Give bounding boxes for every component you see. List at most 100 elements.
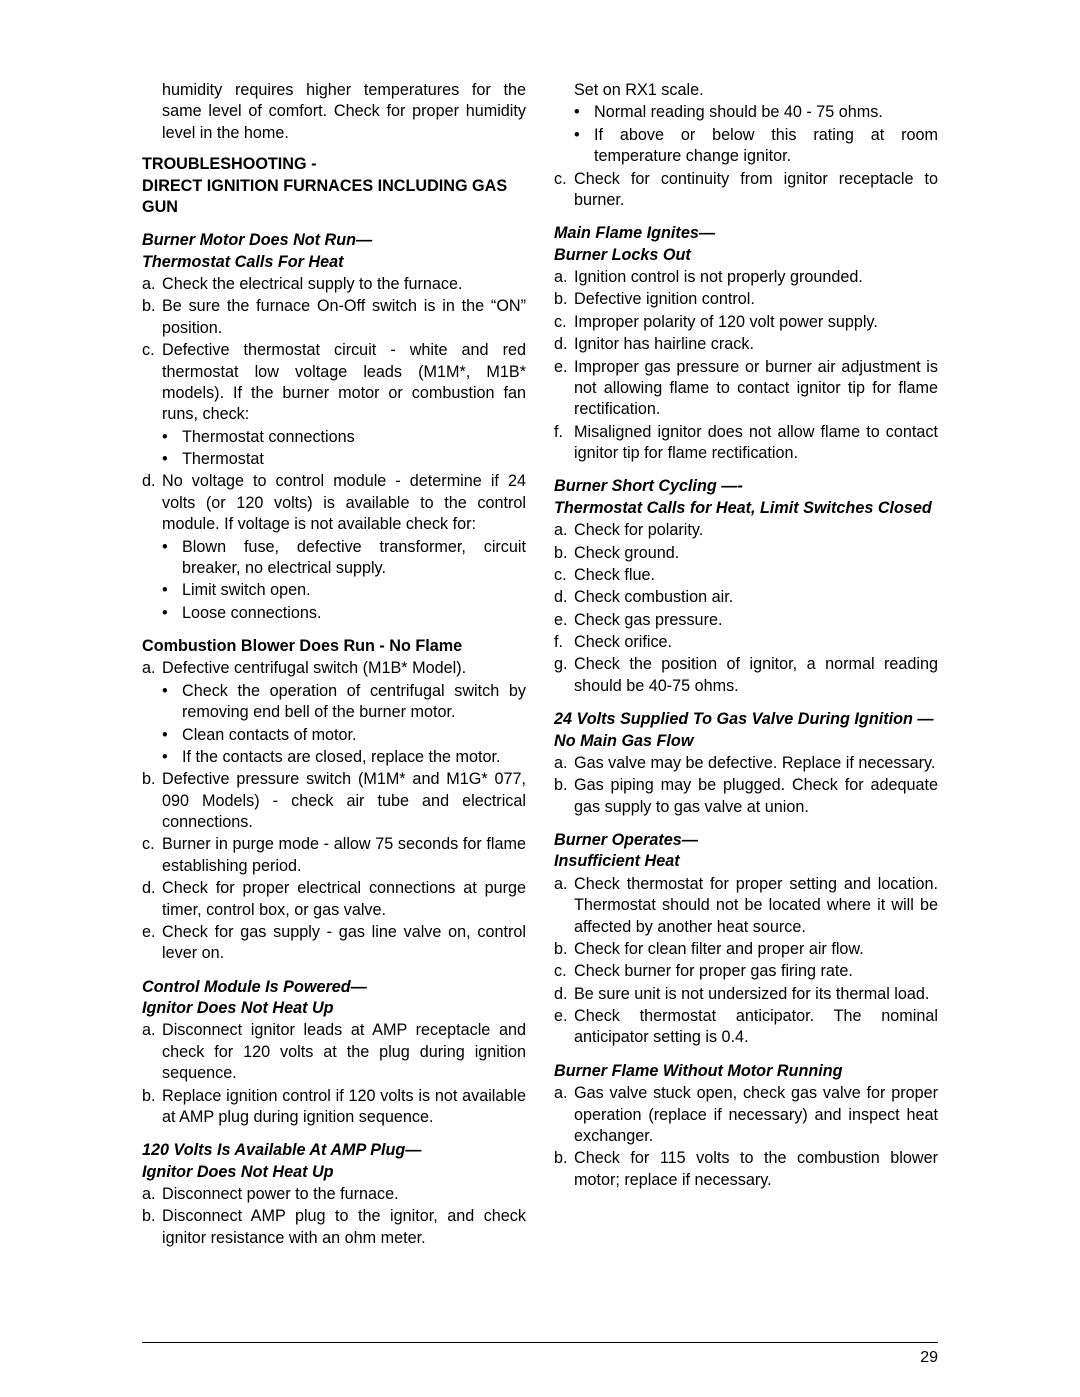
sec-line1: TROUBLESHOOTING -	[142, 155, 316, 173]
bullet-body: If the contacts are closed, replace the …	[182, 747, 526, 768]
letter-d: d.	[554, 334, 574, 355]
sub4-t1: 120 Volts Is Available At AMP Plug—	[142, 1141, 421, 1159]
sub5-t2: Burner Locks Out	[554, 246, 691, 264]
item-body: Check for proper electrical connections …	[162, 878, 526, 921]
list-item: e.Check thermostat anticipator. The nomi…	[554, 1006, 938, 1049]
item-body: Disconnect ignitor leads at AMP receptac…	[162, 1020, 526, 1084]
list-item: e.Improper gas pressure or burner air ad…	[554, 357, 938, 421]
list-item: b.Disconnect AMP plug to the ignitor, an…	[142, 1206, 526, 1249]
letter-e: e.	[142, 922, 162, 965]
sub7-title: 24 Volts Supplied To Gas Valve During Ig…	[554, 709, 938, 752]
bullet-body: Blown fuse, defective transformer, circu…	[182, 537, 526, 580]
sub8-title: Burner Operates— Insufficient Heat	[554, 830, 938, 873]
letter-a: a.	[142, 274, 162, 295]
item-body: Improper gas pressure or burner air adju…	[574, 357, 938, 421]
item-body: Disconnect power to the furnace.	[162, 1184, 526, 1205]
letter-a: a.	[554, 874, 574, 938]
letter-d: d.	[554, 587, 574, 608]
list-item: a.Check the electrical supply to the fur…	[142, 274, 526, 295]
sub7-t1: 24 Volts Supplied To Gas Valve During Ig…	[554, 710, 934, 728]
list-item: b.Replace ignition control if 120 volts …	[142, 1086, 526, 1129]
item-body: Defective pressure switch (M1M* and M1G*…	[162, 769, 526, 833]
list-item: a.Check for polarity.	[554, 520, 938, 541]
list-item: b.Check ground.	[554, 543, 938, 564]
letter-c: c.	[142, 340, 162, 426]
page: humidity requires higher temperatures fo…	[0, 0, 1080, 1300]
right-column: Set on RX1 scale. •Normal reading should…	[554, 80, 938, 1250]
section-title: TROUBLESHOOTING - DIRECT IGNITION FURNAC…	[142, 154, 526, 218]
list-item: b.Check for 115 volts to the combustion …	[554, 1148, 938, 1191]
bullet-body: If above or below this rating at room te…	[594, 125, 938, 168]
bullet-icon: •	[162, 580, 182, 601]
bullet-item: •Limit switch open.	[142, 580, 526, 601]
letter-b: b.	[142, 1206, 162, 1249]
letter-c: c.	[554, 565, 574, 586]
list-item: e.Check for gas supply - gas line valve …	[142, 922, 526, 965]
item-body: Gas valve may be defective. Replace if n…	[574, 753, 938, 774]
item-body: No voltage to control module - determine…	[162, 471, 526, 535]
letter-c: c.	[554, 169, 574, 212]
item-body: Check the electrical supply to the furna…	[162, 274, 526, 295]
sub6-t2: Thermostat Calls for Heat, Limit Switche…	[554, 499, 932, 517]
letter-d: d.	[142, 471, 162, 535]
item-body: Check burner for proper gas firing rate.	[574, 961, 938, 982]
list-item: c.Burner in purge mode - allow 75 second…	[142, 834, 526, 877]
left-column: humidity requires higher temperatures fo…	[142, 80, 526, 1250]
item-body: Gas valve stuck open, check gas valve fo…	[574, 1083, 938, 1147]
letter-b: b.	[142, 1086, 162, 1129]
item-body: Disconnect AMP plug to the ignitor, and …	[162, 1206, 526, 1249]
item-body: Check orifice.	[574, 632, 938, 653]
sub5-t1: Main Flame Ignites—	[554, 224, 715, 242]
bullet-icon: •	[162, 603, 182, 624]
bullet-icon: •	[162, 681, 182, 724]
list-item: a.Check thermostat for proper setting an…	[554, 874, 938, 938]
bullet-body: Thermostat connections	[182, 427, 526, 448]
list-item: c.Improper polarity of 120 volt power su…	[554, 312, 938, 333]
sub8-t2: Insufficient Heat	[554, 852, 680, 870]
sec-line2: DIRECT IGNITION FURNACES INCLUDING GAS G…	[142, 177, 507, 216]
bullet-item: •Normal reading should be 40 - 75 ohms.	[554, 102, 938, 123]
sub1-title: Burner Motor Does Not Run— Thermostat Ca…	[142, 230, 526, 273]
item-body: Gas piping may be plugged. Check for ade…	[574, 775, 938, 818]
bullet-icon: •	[162, 449, 182, 470]
item-body: Replace ignition control if 120 volts is…	[162, 1086, 526, 1129]
sub7-t2: No Main Gas Flow	[554, 732, 693, 750]
sub4-t2: Ignitor Does Not Heat Up	[142, 1163, 334, 1181]
bullet-icon: •	[162, 747, 182, 768]
item-body: Be sure the furnace On-Off switch is in …	[162, 296, 526, 339]
bullet-body: Limit switch open.	[182, 580, 526, 601]
sub1-t1: Burner Motor Does Not Run—	[142, 231, 372, 249]
sub2-title: Combustion Blower Does Run - No Flame	[142, 636, 526, 657]
list-item: a.Disconnect power to the furnace.	[142, 1184, 526, 1205]
bullet-body: Check the operation of centrifugal switc…	[182, 681, 526, 724]
bullet-body: Loose connections.	[182, 603, 526, 624]
item-body: Check thermostat for proper setting and …	[574, 874, 938, 938]
item-body: Check for clean filter and proper air fl…	[574, 939, 938, 960]
intro-text: humidity requires higher temperatures fo…	[142, 80, 526, 144]
sub1-t2: Thermostat Calls For Heat	[142, 253, 344, 271]
bullet-item: •Thermostat connections	[142, 427, 526, 448]
letter-a: a.	[142, 658, 162, 679]
bullet-body: Thermostat	[182, 449, 526, 470]
list-item: a.Gas valve stuck open, check gas valve …	[554, 1083, 938, 1147]
item-body: Defective ignition control.	[574, 289, 938, 310]
sub5-title: Main Flame Ignites— Burner Locks Out	[554, 223, 938, 266]
list-item: d.Ignitor has hairline crack.	[554, 334, 938, 355]
item-body: Check the position of ignitor, a normal …	[574, 654, 938, 697]
letter-a: a.	[142, 1184, 162, 1205]
item-body: Ignitor has hairline crack.	[574, 334, 938, 355]
item-body: Misaligned ignitor does not allow flame …	[574, 422, 938, 465]
list-item: a.Disconnect ignitor leads at AMP recept…	[142, 1020, 526, 1084]
bullet-item: •Blown fuse, defective transformer, circ…	[142, 537, 526, 580]
bullet-item: •Thermostat	[142, 449, 526, 470]
letter-d: d.	[142, 878, 162, 921]
bullet-item: •Loose connections.	[142, 603, 526, 624]
letter-f: f.	[554, 422, 574, 465]
list-item: a.Ignition control is not properly groun…	[554, 267, 938, 288]
item-body: Defective thermostat circuit - white and…	[162, 340, 526, 426]
list-item: f.Check orifice.	[554, 632, 938, 653]
list-item: g.Check the position of ignitor, a norma…	[554, 654, 938, 697]
list-item: e.Check gas pressure.	[554, 610, 938, 631]
cont-text: Set on RX1 scale.	[554, 80, 938, 101]
bullet-body: Normal reading should be 40 - 75 ohms.	[594, 102, 938, 123]
